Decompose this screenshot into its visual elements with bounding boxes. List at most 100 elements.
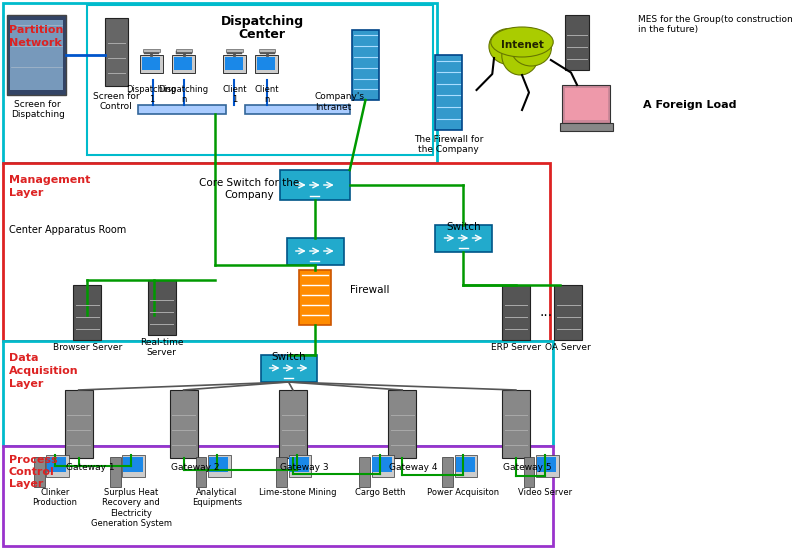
FancyBboxPatch shape xyxy=(372,455,394,477)
Text: Center: Center xyxy=(239,28,286,41)
Text: Client
1: Client 1 xyxy=(222,85,246,104)
Text: Switch: Switch xyxy=(271,352,306,362)
FancyBboxPatch shape xyxy=(280,170,350,200)
FancyBboxPatch shape xyxy=(174,57,192,70)
FancyBboxPatch shape xyxy=(554,285,582,340)
FancyBboxPatch shape xyxy=(537,457,556,472)
Text: Video Server: Video Server xyxy=(518,488,572,497)
FancyBboxPatch shape xyxy=(2,446,553,546)
FancyBboxPatch shape xyxy=(261,355,318,382)
FancyBboxPatch shape xyxy=(286,238,344,265)
Text: MES for the Group(to construction
in the future): MES for the Group(to construction in the… xyxy=(638,15,793,34)
Text: Partition: Partition xyxy=(9,25,63,35)
Text: Analytical
Equipments: Analytical Equipments xyxy=(192,488,242,507)
Text: Acquisition: Acquisition xyxy=(9,366,78,376)
FancyBboxPatch shape xyxy=(502,390,530,458)
FancyBboxPatch shape xyxy=(455,457,474,472)
Text: Intenet: Intenet xyxy=(501,40,543,50)
FancyBboxPatch shape xyxy=(47,457,66,472)
Text: Gateway 2: Gateway 2 xyxy=(170,463,219,472)
FancyBboxPatch shape xyxy=(122,455,145,477)
Text: Lime-stone Mining: Lime-stone Mining xyxy=(258,488,336,497)
FancyBboxPatch shape xyxy=(289,455,311,477)
FancyBboxPatch shape xyxy=(148,280,176,335)
FancyBboxPatch shape xyxy=(7,15,66,95)
Text: ERP Server: ERP Server xyxy=(491,343,541,352)
Ellipse shape xyxy=(489,29,530,64)
Text: A Foreign Load: A Foreign Load xyxy=(642,100,736,110)
FancyBboxPatch shape xyxy=(290,457,309,472)
FancyBboxPatch shape xyxy=(352,30,378,100)
FancyBboxPatch shape xyxy=(257,57,275,70)
FancyBboxPatch shape xyxy=(176,49,192,52)
Ellipse shape xyxy=(490,27,554,57)
FancyBboxPatch shape xyxy=(245,105,350,114)
Text: Surplus Heat
Recovery and
Electricity
Generation System: Surplus Heat Recovery and Electricity Ge… xyxy=(90,488,172,528)
Text: Layer: Layer xyxy=(9,479,43,489)
Text: Dispatching
n: Dispatching n xyxy=(158,85,209,104)
FancyBboxPatch shape xyxy=(172,55,195,73)
FancyBboxPatch shape xyxy=(560,123,613,131)
Ellipse shape xyxy=(502,36,538,75)
Text: Center Apparatus Room: Center Apparatus Room xyxy=(9,225,126,235)
FancyBboxPatch shape xyxy=(279,390,307,458)
Text: Control: Control xyxy=(9,467,54,477)
FancyBboxPatch shape xyxy=(502,285,530,340)
Text: OA Server: OA Server xyxy=(546,343,591,352)
FancyBboxPatch shape xyxy=(2,341,553,446)
FancyBboxPatch shape xyxy=(2,163,550,341)
FancyBboxPatch shape xyxy=(143,49,160,52)
FancyBboxPatch shape xyxy=(454,455,478,477)
Text: Firewall: Firewall xyxy=(350,285,390,295)
Text: Screen for
Control: Screen for Control xyxy=(93,92,140,111)
FancyBboxPatch shape xyxy=(87,5,433,155)
Text: Dispatching
1: Dispatching 1 xyxy=(126,85,176,104)
Ellipse shape xyxy=(511,30,551,66)
FancyBboxPatch shape xyxy=(226,49,243,52)
Text: Gateway 3: Gateway 3 xyxy=(280,463,329,472)
Text: Dispatching: Dispatching xyxy=(221,15,304,28)
FancyBboxPatch shape xyxy=(46,455,69,477)
Text: Real-time
Server: Real-time Server xyxy=(140,338,183,358)
FancyBboxPatch shape xyxy=(142,57,160,70)
Text: Company's: Company's xyxy=(314,92,365,101)
FancyBboxPatch shape xyxy=(170,390,198,458)
Text: Management: Management xyxy=(9,175,90,185)
FancyBboxPatch shape xyxy=(223,55,246,73)
Text: Network: Network xyxy=(9,38,62,48)
Text: Layer: Layer xyxy=(9,379,43,389)
Text: Process: Process xyxy=(9,455,58,465)
FancyBboxPatch shape xyxy=(74,285,102,340)
Text: Switch: Switch xyxy=(446,222,481,232)
Text: Power Acquisiton: Power Acquisiton xyxy=(427,488,499,497)
FancyBboxPatch shape xyxy=(565,88,608,120)
FancyBboxPatch shape xyxy=(255,55,278,73)
FancyBboxPatch shape xyxy=(388,390,416,458)
Text: The Firewall for
the Company: The Firewall for the Company xyxy=(414,135,483,154)
FancyBboxPatch shape xyxy=(373,457,392,472)
FancyBboxPatch shape xyxy=(524,457,534,487)
FancyBboxPatch shape xyxy=(10,20,63,90)
FancyBboxPatch shape xyxy=(65,390,93,458)
FancyBboxPatch shape xyxy=(34,457,45,487)
Text: Clinker
Production: Clinker Production xyxy=(33,488,78,507)
Text: Gateway 5: Gateway 5 xyxy=(502,463,551,472)
FancyBboxPatch shape xyxy=(562,85,610,123)
FancyBboxPatch shape xyxy=(259,49,275,52)
FancyBboxPatch shape xyxy=(208,455,231,477)
FancyBboxPatch shape xyxy=(536,455,558,477)
FancyBboxPatch shape xyxy=(196,457,206,487)
FancyBboxPatch shape xyxy=(105,18,128,86)
FancyBboxPatch shape xyxy=(442,457,453,487)
Text: ...: ... xyxy=(540,305,553,319)
Text: Client
n: Client n xyxy=(254,85,279,104)
FancyBboxPatch shape xyxy=(138,105,226,114)
Text: Cargo Betth: Cargo Betth xyxy=(355,488,406,497)
Text: Layer: Layer xyxy=(9,188,43,198)
Text: Data: Data xyxy=(9,353,38,363)
FancyBboxPatch shape xyxy=(110,457,121,487)
Text: Gateway 4: Gateway 4 xyxy=(389,463,438,472)
FancyBboxPatch shape xyxy=(359,457,370,487)
FancyBboxPatch shape xyxy=(276,457,286,487)
Text: Screen for
Dispatching: Screen for Dispatching xyxy=(10,100,65,120)
